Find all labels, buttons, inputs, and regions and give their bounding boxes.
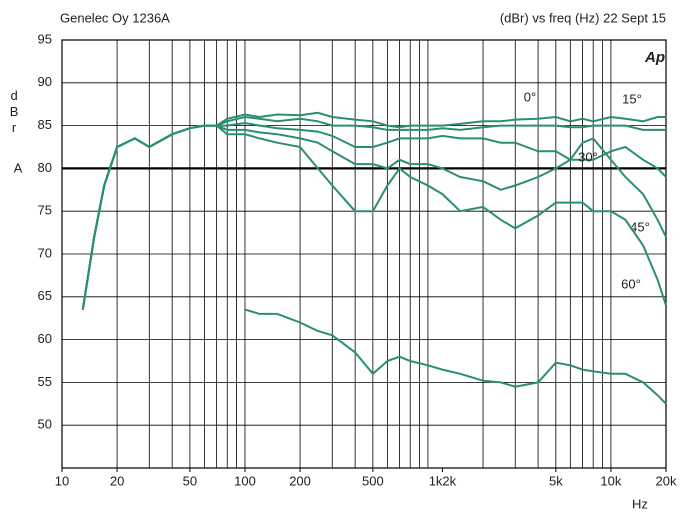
series-label: 15° [622,91,642,106]
y-axis-unit: A [14,160,23,175]
x-tick-label: 50 [183,473,197,488]
x-tick-label: 10k [600,473,621,488]
y-tick-label: 70 [38,245,52,260]
y-tick-label: 50 [38,417,52,432]
x-tick-label: 200 [289,473,311,488]
logo: Ap [644,49,665,66]
y-tick-label: 55 [38,374,52,389]
series-label: 60° [621,276,641,291]
x-axis-label: Hz [632,496,648,511]
x-tick-label: 20 [110,473,124,488]
x-tick-label: 20k [656,473,677,488]
series-line [81,124,667,310]
x-tick-label: 10 [55,473,69,488]
chart-subtitle: (dBr) vs freq (Hz) 22 Sept 15 [500,10,666,25]
x-tick-label: 1k2k [429,473,457,488]
x-tick-label: 5k [549,473,563,488]
y-tick-label: 85 [38,117,52,132]
y-tick-label: 60 [38,331,52,346]
series-label: 0° [524,89,536,104]
y-tick-label: 90 [38,74,52,89]
series-line [244,308,667,405]
y-tick-label: 95 [38,31,52,46]
y-tick-label: 65 [38,288,52,303]
x-tick-label: 100 [234,473,256,488]
chart-title: Genelec Oy 1236A [60,10,170,25]
series-label: 30° [578,149,598,164]
y-tick-label: 75 [38,203,52,218]
y-axis-label: dBr [7,88,22,136]
series-label: 45° [630,219,650,234]
x-tick-label: 500 [362,473,384,488]
y-tick-label: 80 [38,160,52,175]
